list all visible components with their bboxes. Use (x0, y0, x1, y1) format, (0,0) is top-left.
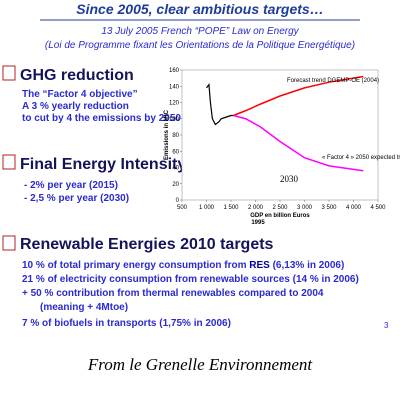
y-tick-label: 0 (176, 198, 180, 204)
section-heading: Renewable Energies 2010 targets (20, 236, 274, 253)
legend-entry: « Factor 4 » 2050 expected trend (322, 155, 400, 161)
caption: From le Grenelle Environnement (87, 355, 314, 374)
section-line: (meaning + 4Mtoe) (40, 302, 128, 313)
y-tick-label: 60 (172, 149, 179, 155)
section-line: - 2% per year (2015) (24, 180, 118, 191)
x-tick-label: 1 500 (223, 205, 239, 211)
section-line: 10 % of total primary energy consumption… (22, 260, 344, 271)
text-part: 7 % of biofuels in transports (1,75% in … (22, 318, 231, 329)
text-part: 10 % of total primary energy consumption… (22, 260, 249, 271)
y-axis-label: Emissions in MtC (164, 109, 170, 160)
x-tick-label: 4 500 (370, 205, 386, 211)
y-tick-label: 100 (169, 117, 180, 123)
x-tick-label: 2 000 (248, 205, 264, 211)
bullet-icons (2, 65, 16, 251)
section-heading: Final Energy Intensity (20, 156, 186, 173)
annotation: 2030 (280, 174, 299, 184)
legend-entry: Forecast trend DGEMP-OE (2004) (287, 78, 379, 84)
x-tick-label: 4 000 (346, 205, 362, 211)
text-part: RES (249, 260, 270, 271)
page-number: 3 (384, 321, 389, 330)
y-tick-label: 20 (172, 182, 179, 188)
y-tick-label: 40 (172, 166, 179, 172)
y-tick-label: 80 (172, 133, 179, 139)
series-line (206, 83, 234, 126)
section-line: A 3 % yearly reduction (22, 101, 129, 112)
section-line: to cut by 4 the emissions by 2050 (22, 113, 181, 124)
x-tick-label: 1 000 (199, 205, 215, 211)
text-part: (6,13% in 2006) (270, 260, 344, 271)
x-axis-label: GDP en billion Euros (250, 213, 310, 219)
x-tick-label: 3 000 (297, 205, 313, 211)
subtitle: (Loi de Programme fixant les Orientation… (45, 40, 355, 51)
x-tick-label: 2 500 (272, 205, 288, 211)
text-part: + 50 % contribution from thermal renewab… (22, 288, 324, 299)
y-tick-label: 160 (169, 68, 180, 74)
title: Since 2005, clear ambitious targets… (76, 1, 323, 17)
section-line: The “Factor 4 objective” (22, 89, 138, 100)
x-tick-label: 500 (177, 205, 188, 211)
x-tick-label: 3 500 (321, 205, 337, 211)
section-heading: GHG reduction (20, 67, 134, 84)
text-part: 21 % of electricity consumption from ren… (22, 274, 359, 285)
series-line (233, 114, 364, 172)
text-part: (meaning + 4Mtoe) (40, 302, 128, 313)
section-line: 21 % of electricity consumption from ren… (22, 274, 359, 285)
section-line: + 50 % contribution from thermal renewab… (22, 288, 324, 299)
series-line (233, 75, 364, 117)
y-tick-label: 120 (169, 101, 180, 107)
y-tick-label: 140 (169, 84, 180, 90)
section-line: 7 % of biofuels in transports (1,75% in … (22, 318, 231, 329)
section-line: - 2,5 % per year (2030) (24, 193, 129, 204)
subtitle: 13 July 2005 French “POPE” Law on Energy (101, 26, 299, 37)
x-axis-label: 1995 (251, 220, 265, 226)
